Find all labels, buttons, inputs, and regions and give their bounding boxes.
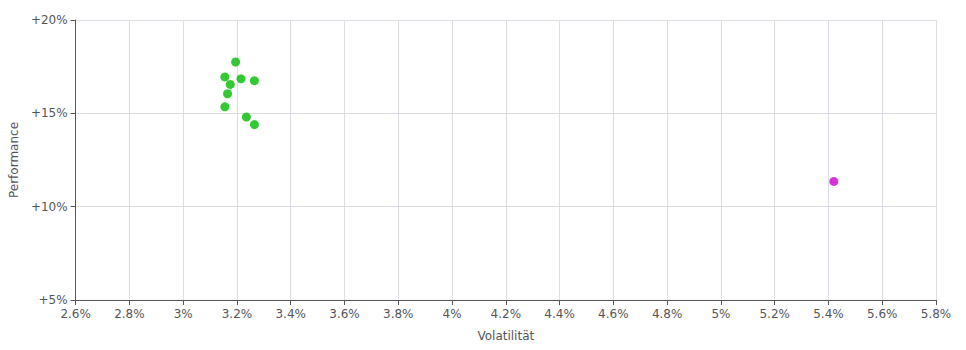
svg-text:5%: 5% — [711, 307, 730, 321]
svg-text:3.6%: 3.6% — [329, 307, 360, 321]
svg-text:Volatilität: Volatilität — [477, 329, 534, 343]
svg-text:3.4%: 3.4% — [275, 307, 306, 321]
svg-text:5.4%: 5.4% — [813, 307, 844, 321]
svg-text:2.8%: 2.8% — [114, 307, 145, 321]
svg-text:3.8%: 3.8% — [383, 307, 414, 321]
svg-text:3%: 3% — [174, 307, 193, 321]
svg-text:3.2%: 3.2% — [222, 307, 253, 321]
svg-text:2.6%: 2.6% — [60, 307, 91, 321]
svg-text:+5%: +5% — [39, 293, 68, 307]
svg-text:5.8%: 5.8% — [921, 307, 952, 321]
svg-text:+10%: +10% — [31, 200, 68, 214]
svg-text:4.8%: 4.8% — [652, 307, 683, 321]
svg-text:5.2%: 5.2% — [759, 307, 790, 321]
svg-text:5.6%: 5.6% — [867, 307, 898, 321]
svg-text:4%: 4% — [443, 307, 462, 321]
svg-text:4.6%: 4.6% — [598, 307, 629, 321]
svg-text:Performance: Performance — [7, 122, 21, 198]
svg-text:4.2%: 4.2% — [491, 307, 522, 321]
svg-text:+15%: +15% — [31, 106, 68, 120]
svg-text:+20%: +20% — [31, 13, 68, 27]
svg-text:4.4%: 4.4% — [544, 307, 575, 321]
